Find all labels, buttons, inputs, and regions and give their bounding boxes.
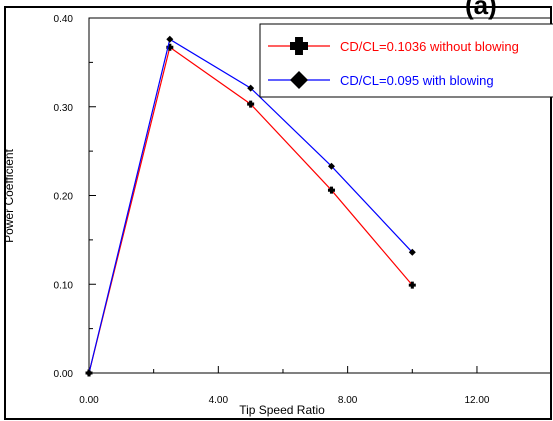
legend: CD/CL=0.1036 without blowing CD/CL=0.095 … <box>259 23 553 98</box>
legend-label: CD/CL=0.1036 without blowing <box>340 39 519 54</box>
y-tick-label: 0.10 <box>54 280 74 291</box>
x-tick-label: 12.00 <box>464 395 489 406</box>
data-point <box>327 162 335 170</box>
data-point <box>408 248 416 256</box>
legend-entry-0: CD/CL=0.1036 without blowing <box>268 37 519 55</box>
x-tick-label: 4.00 <box>209 395 229 406</box>
data-point <box>166 35 174 43</box>
legend-marker <box>290 37 308 55</box>
x-tick-label: 0.00 <box>79 395 99 406</box>
legend-items: CD/CL=0.1036 without blowing CD/CL=0.095 … <box>268 37 519 89</box>
data-point <box>247 100 255 108</box>
data-point <box>247 84 255 92</box>
legend-box <box>259 23 553 98</box>
y-tick-label: 0.30 <box>54 103 74 114</box>
y-tick-label: 0.20 <box>54 192 74 203</box>
y-tick-label: 0.40 <box>54 14 74 25</box>
axis-ticks: 0.00 0.10 0.20 0.30 0.40 0.00 4.00 8.00 12.00 <box>54 14 490 406</box>
legend-entry-1: CD/CL=0.095 with blowing <box>268 71 494 89</box>
x-tick-label: 8.00 <box>338 395 358 406</box>
series-layer <box>85 35 416 377</box>
y-tick-label: 0.00 <box>54 369 74 380</box>
data-point <box>166 43 174 51</box>
data-point <box>327 186 335 194</box>
y-axis-title: Power Coefficient <box>2 148 16 242</box>
data-point <box>85 369 93 377</box>
x-axis-title: Tip Speed Ratio <box>239 403 325 417</box>
series-1 <box>85 35 416 377</box>
legend-marker <box>290 71 308 89</box>
data-point <box>408 281 416 289</box>
chart-title: (a) <box>465 0 497 20</box>
legend-label: CD/CL=0.095 with blowing <box>340 73 494 88</box>
